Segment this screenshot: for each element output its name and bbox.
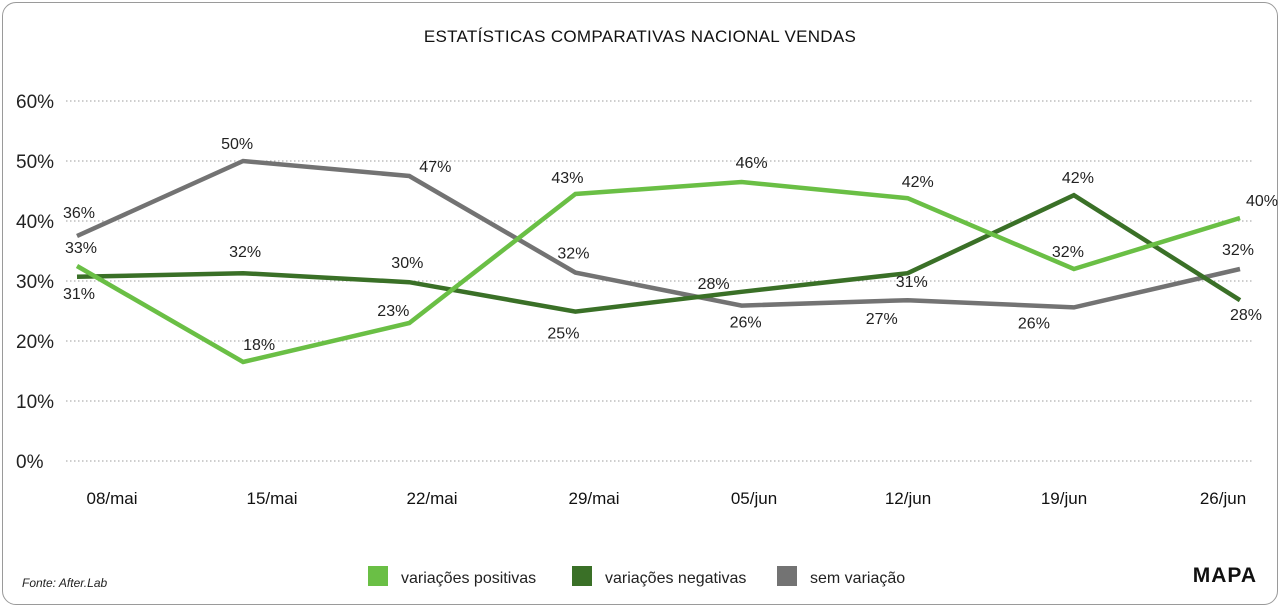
- data-label: 36%: [63, 205, 95, 222]
- x-tick-label: 29/mai: [568, 489, 619, 508]
- data-label: 42%: [1062, 170, 1094, 187]
- mapa-logo: MAPA: [1193, 564, 1257, 587]
- x-tick-label: 05/jun: [731, 489, 777, 508]
- data-label: 40%: [1246, 193, 1278, 210]
- data-label: 30%: [391, 255, 423, 272]
- data-label: 28%: [1230, 307, 1262, 324]
- chart-title: ESTATÍSTICAS COMPARATIVAS NACIONAL VENDA…: [424, 27, 856, 46]
- legend-swatch: [368, 566, 388, 586]
- y-tick-label: 10%: [16, 392, 54, 413]
- data-labels: 33% 18% 23% 43% 46% 42% 32% 40% 31% 32% 30% 25% 28% 3…: [63, 136, 1278, 354]
- series-line: [76, 192, 1242, 314]
- x-tick-label: 15/mai: [246, 489, 297, 508]
- legend-label: variações positivas: [401, 570, 536, 587]
- legend-label: variações negativas: [605, 570, 746, 587]
- x-tick-label: 12/jun: [885, 489, 931, 508]
- y-tick-label: 50%: [16, 152, 54, 173]
- data-label: 33%: [65, 240, 97, 257]
- series-line: [76, 158, 1241, 310]
- data-label: 18%: [243, 337, 275, 354]
- data-label: 27%: [866, 311, 898, 328]
- data-label: 26%: [730, 315, 762, 332]
- data-label: 32%: [557, 246, 589, 263]
- data-label: 46%: [736, 155, 768, 172]
- data-label: 31%: [896, 274, 928, 291]
- gridlines: [66, 100, 1254, 462]
- data-label: 32%: [1052, 244, 1084, 261]
- x-axis-ticks: 08/mai 15/mai 22/mai 29/mai 05/jun 12/jun 19/j…: [86, 489, 1246, 508]
- x-tick-label: 08/mai: [86, 489, 137, 508]
- data-label: 32%: [1222, 242, 1254, 259]
- legend-label: sem variação: [810, 570, 905, 587]
- data-label: 50%: [221, 136, 253, 153]
- x-tick-label: 26/jun: [1200, 489, 1246, 508]
- y-tick-label: 20%: [16, 332, 54, 353]
- data-label: 32%: [229, 244, 261, 261]
- data-label: 25%: [547, 326, 579, 343]
- data-label: 42%: [902, 174, 934, 191]
- data-label: 26%: [1018, 315, 1050, 332]
- x-tick-label: 22/mai: [406, 489, 457, 508]
- data-label: 43%: [551, 170, 583, 187]
- legend-swatch: [572, 566, 592, 586]
- source-note: Fonte: After.Lab: [22, 576, 107, 590]
- series-line: [75, 179, 1241, 365]
- y-tick-label: 60%: [16, 92, 54, 113]
- data-label: 31%: [63, 286, 95, 303]
- x-tick-label: 19/jun: [1041, 489, 1087, 508]
- y-tick-label: 30%: [16, 272, 54, 293]
- data-label: 47%: [419, 159, 451, 176]
- data-label: 28%: [698, 276, 730, 293]
- series-lines: [75, 158, 1242, 365]
- y-tick-label: 40%: [16, 212, 54, 233]
- y-tick-label: 0%: [16, 452, 44, 473]
- data-label: 23%: [377, 303, 409, 320]
- legend: variações positivas variações negativas se…: [368, 566, 905, 587]
- y-axis-ticks: 0% 10% 20% 30% 40% 50% 60%: [16, 92, 54, 473]
- legend-swatch: [777, 566, 797, 586]
